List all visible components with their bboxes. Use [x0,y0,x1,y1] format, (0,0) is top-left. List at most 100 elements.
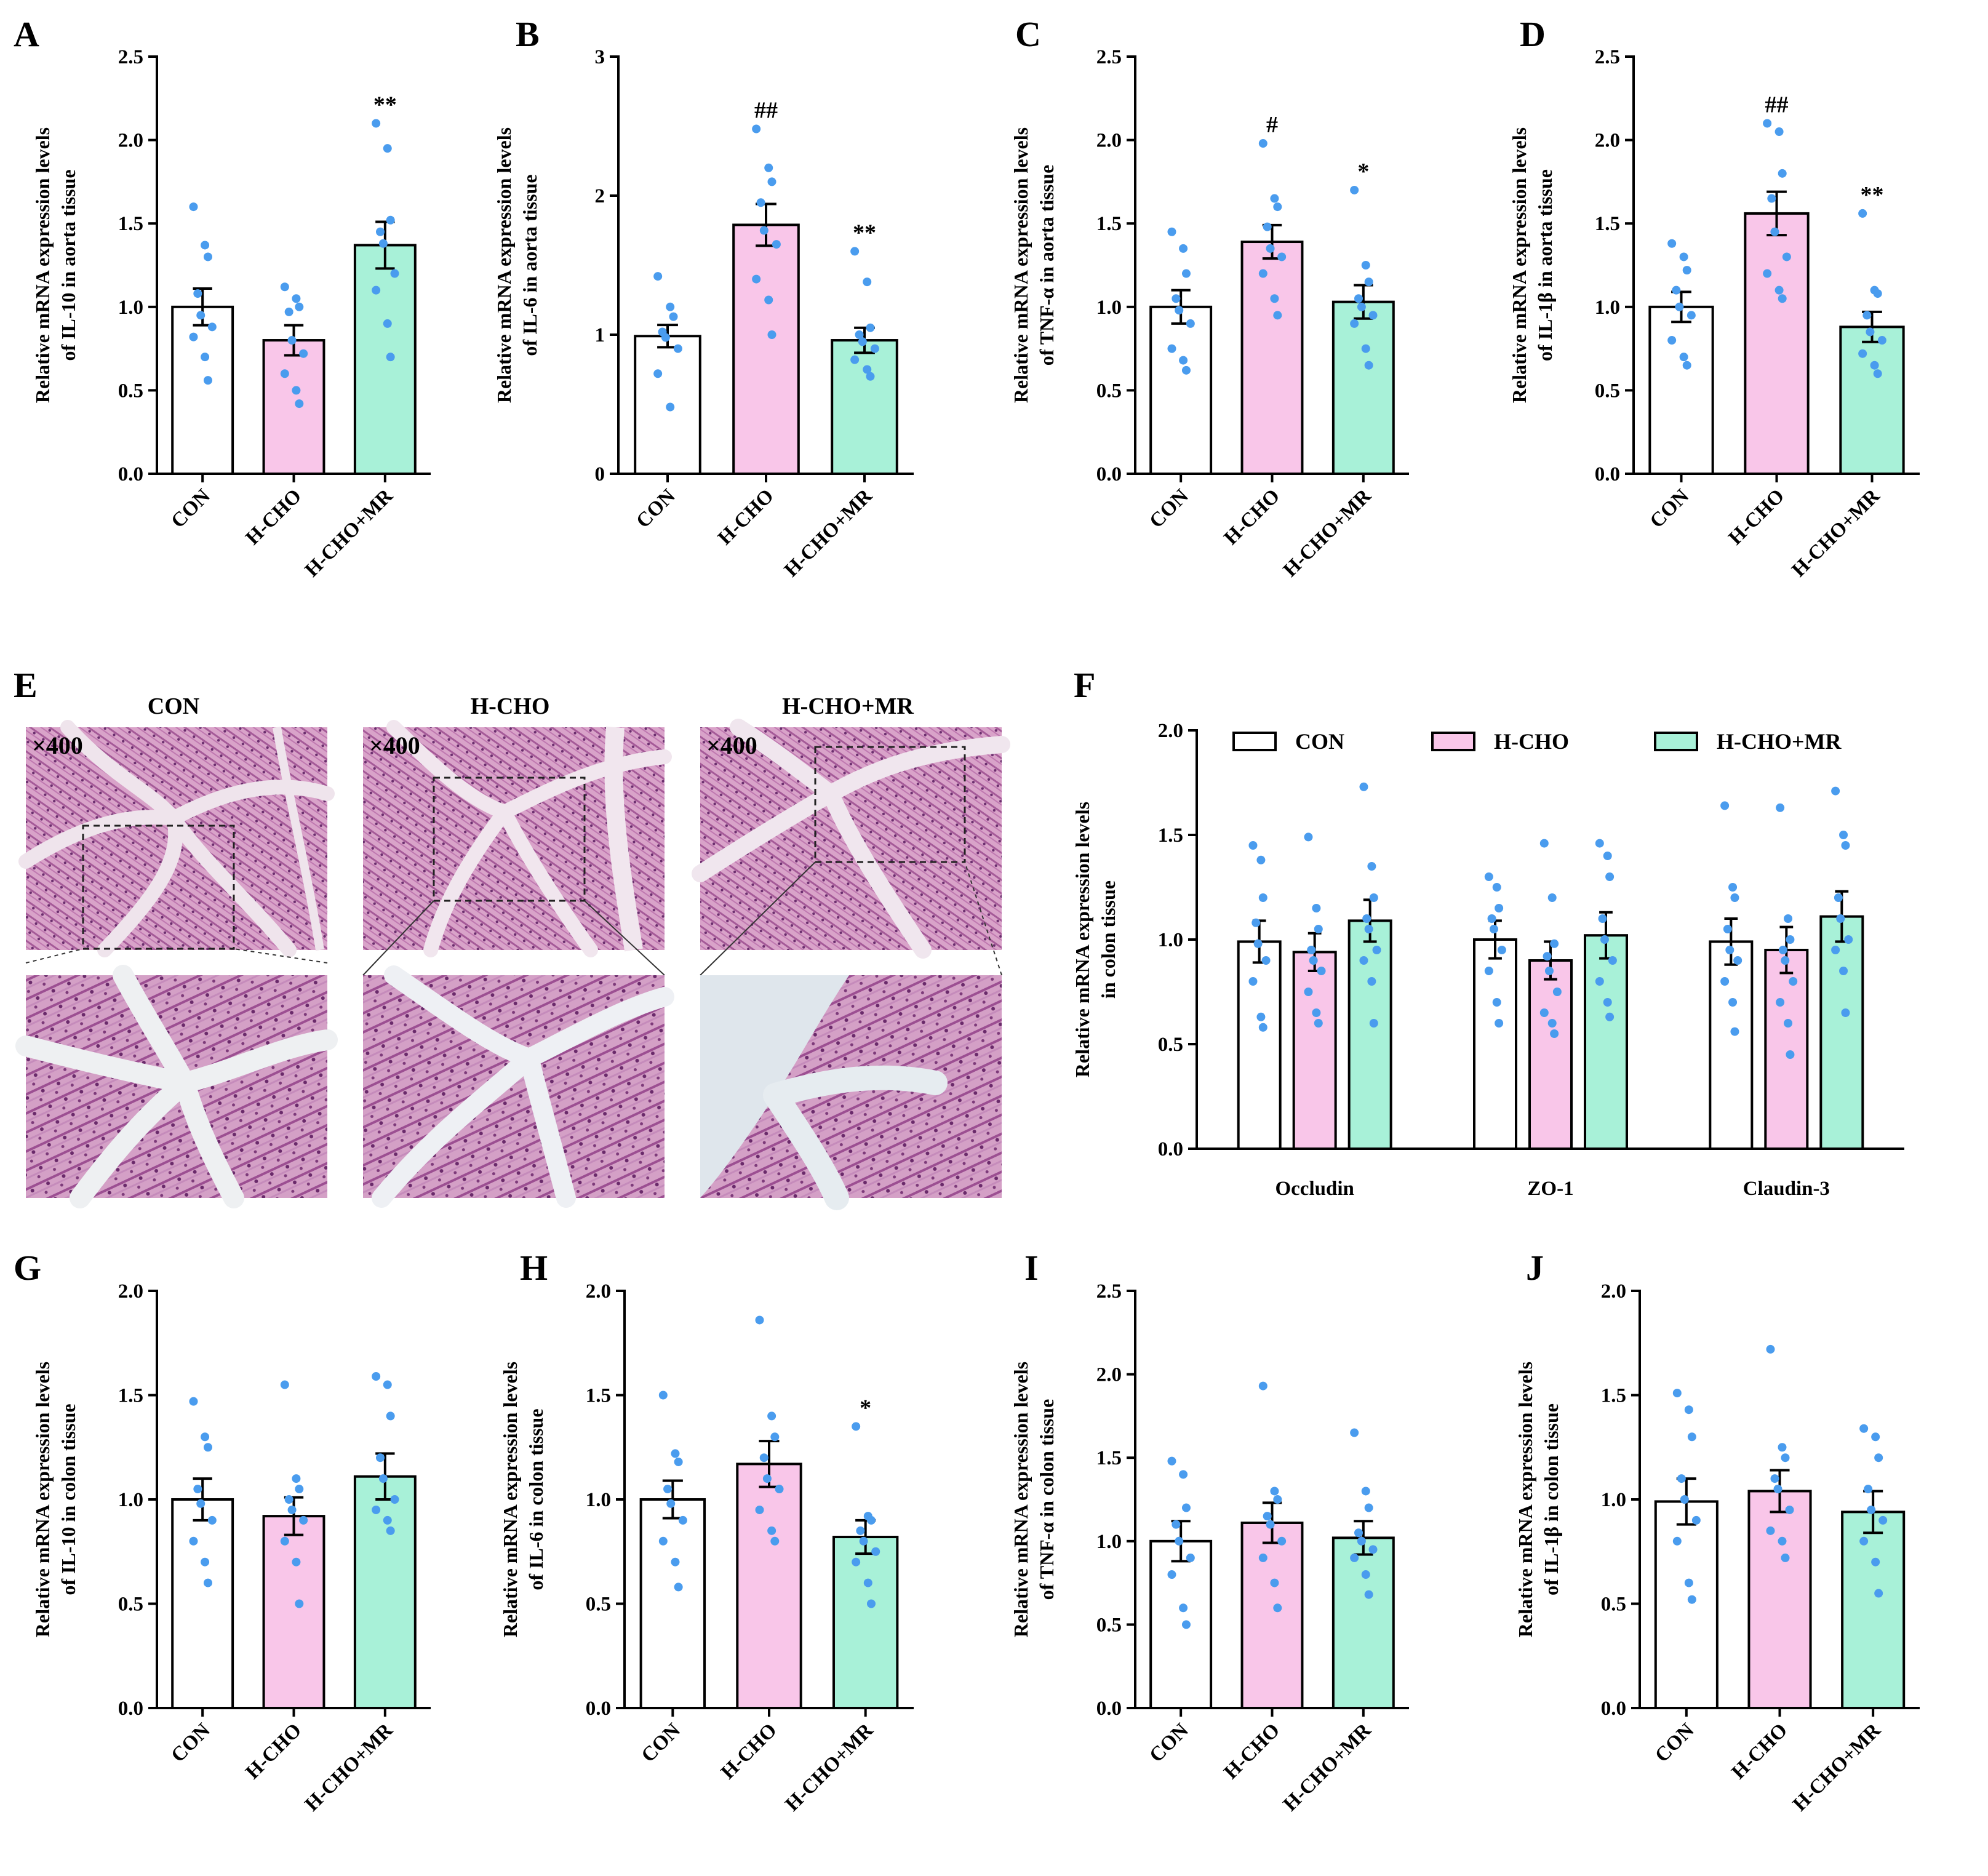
data-point-h-cho [1273,1603,1282,1613]
data-point-con [1175,1536,1184,1546]
data-point-h-cho-mr [1357,302,1366,311]
data-point-zo-1-con [1495,904,1504,912]
y-tick-label: 2.0 [118,1280,143,1303]
y-axis-label-line-2: of IL-10 in aorta tissue [57,169,79,361]
data-point-con [661,333,670,342]
y-axis-label-line-2: in colon tissue [1097,880,1119,999]
data-point-con [1179,1603,1188,1613]
y-tick-label: 2.0 [1096,130,1122,152]
panel-letter-g: G [14,1248,41,1288]
data-point-occludin-h-cho-mr [1362,914,1371,923]
data-point-zo-1-con [1497,946,1506,954]
data-point-claudin-3-h-cho-mr [1831,946,1840,954]
data-point-h-cho-mr [859,1536,868,1546]
data-point-occludin-h-cho [1317,967,1326,975]
micrograph-hcho-mr-400x: ×400 [692,719,1010,959]
y-tick-label: 1.5 [1096,1447,1122,1469]
y-tick-label: 1.5 [1158,824,1183,847]
data-point-occludin-con [1253,939,1263,948]
data-point-h-cho-mr [858,337,867,346]
data-point-h-cho-mr [863,365,872,374]
data-point-h-cho [287,336,297,345]
data-point-con [671,1449,680,1458]
bar-claudin-3-con [1709,940,1754,1151]
data-point-occludin-con [1248,977,1258,986]
x-tick-label-h-cho-mr: H-CHO+MR [301,1718,398,1816]
data-point-h-cho [767,177,776,186]
y-tick-label: 2.5 [118,46,143,68]
data-point-h-cho-mr [386,1411,395,1421]
data-point-h-cho [295,1599,304,1608]
data-point-h-cho-mr [372,119,381,128]
data-point-h-cho [1266,1520,1275,1529]
data-point-zo-1-con [1495,1019,1504,1028]
data-point-con [189,1536,198,1546]
data-point-h-cho [280,282,289,292]
bar-h-cho [1240,241,1304,475]
y-tick-label: 0.0 [118,1698,143,1720]
data-point-con [189,332,198,341]
data-point-claudin-3-h-cho-mr [1844,935,1853,944]
x-tick-label-h-cho: H-CHO [1728,1719,1792,1784]
y-tick-label: 0.0 [1158,1138,1183,1160]
data-point-zo-1-con [1489,925,1498,933]
y-tick-label: 1.0 [1601,1489,1626,1511]
data-point-h-cho [752,274,761,284]
data-point-occludin-h-cho [1312,904,1321,912]
data-point-h-cho [1767,194,1776,203]
legend-swatch-h-cho-mr [1654,732,1698,751]
x-tick-label-h-cho: H-CHO [1220,485,1285,549]
data-point-h-cho [1270,1487,1279,1496]
significance-mark-h-cho-mr: * [860,1395,871,1421]
data-point-h-cho-mr [372,285,381,295]
data-point-h-cho-mr [376,1453,385,1463]
data-point-h-cho [759,1453,768,1463]
bar-h-cho-mr [353,1475,417,1709]
data-point-h-cho-mr [1862,311,1872,320]
data-point-occludin-h-cho-mr [1359,956,1368,965]
data-point-h-cho [292,1474,301,1483]
data-point-h-cho-mr [378,239,388,248]
data-point-con [658,1536,668,1546]
data-point-con [1167,1570,1176,1579]
micrograph-hcho-400x: ×400 [363,720,672,957]
data-point-con [193,1485,202,1494]
data-point-con [207,1515,217,1525]
data-point-claudin-3-con [1730,893,1739,902]
data-point-h-cho [1266,244,1275,253]
data-point-zo-1-h-cho-mr [1608,956,1617,965]
data-point-con [1181,269,1191,278]
data-point-h-cho-mr [383,319,392,328]
data-point-h-cho-mr [1361,344,1370,353]
data-point-h-cho [292,294,301,303]
data-point-h-cho-mr [1361,1570,1370,1579]
y-tick-label: 0.5 [118,380,143,402]
significance-mark-h-cho-mr: * [1357,159,1369,185]
data-point-h-cho-mr [1354,294,1363,303]
data-point-claudin-3-con [1720,977,1730,986]
data-point-con [1186,319,1195,328]
data-point-occludin-h-cho [1314,925,1323,933]
data-point-zo-1-con [1484,872,1493,881]
legend-label-con: CON [1295,729,1344,754]
data-point-claudin-3-h-cho [1784,914,1793,923]
data-point-h-cho-mr [1877,336,1886,345]
data-point-h-cho [767,330,776,339]
panel-letter-a: A [14,14,39,54]
data-point-con [1684,1578,1693,1587]
y-axis-label-line-2: of TNF-α in aorta tissue [1036,165,1058,366]
data-point-h-cho-mr [1364,361,1373,370]
x-tick-label-h-cho-mr: H-CHO+MR [1787,484,1885,581]
bar-h-cho-mr [1841,1511,1906,1710]
data-point-h-cho [280,1536,289,1546]
data-point-h-cho-mr [376,227,385,236]
data-point-h-cho-mr [1859,1536,1869,1546]
data-point-h-cho-mr [855,330,864,339]
data-point-h-cho [1781,1453,1790,1463]
y-tick-label: 1.5 [1601,1385,1626,1407]
data-point-con [1179,1470,1188,1479]
data-point-zo-1-h-cho [1550,939,1559,948]
data-point-occludin-con [1258,1023,1267,1032]
bar-zo-1-h-cho-mr [1584,934,1628,1150]
y-tick-label: 0.5 [118,1594,143,1616]
